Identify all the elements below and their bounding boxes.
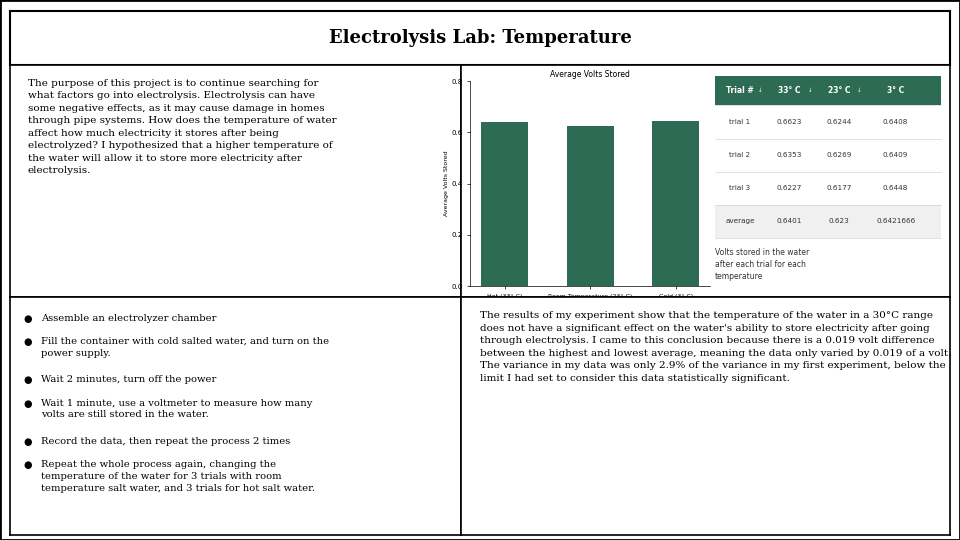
Text: Wait 2 minutes, turn off the power: Wait 2 minutes, turn off the power <box>41 375 217 384</box>
Text: 23° C: 23° C <box>828 86 851 95</box>
Bar <box>481 122 528 286</box>
Text: 0.6623: 0.6623 <box>777 119 803 125</box>
Text: Trial #: Trial # <box>726 86 754 95</box>
Text: ●: ● <box>23 337 32 347</box>
Text: ●: ● <box>23 375 32 386</box>
Y-axis label: Average Volts Stored: Average Volts Stored <box>444 151 448 217</box>
Text: ↓: ↓ <box>807 88 812 93</box>
Text: ●: ● <box>23 314 32 323</box>
Text: 0.6448: 0.6448 <box>883 185 908 191</box>
Text: Record the data, then repeat the process 2 times: Record the data, then repeat the process… <box>41 437 291 446</box>
Text: 0.623: 0.623 <box>828 218 850 224</box>
Text: 0.6244: 0.6244 <box>827 119 852 125</box>
Title: Average Volts Stored: Average Volts Stored <box>550 70 631 79</box>
Text: The purpose of this project is to continue searching for
what factors go into el: The purpose of this project is to contin… <box>28 79 336 176</box>
Text: Assemble an electrolyzer chamber: Assemble an electrolyzer chamber <box>41 314 217 322</box>
Text: 0.6401: 0.6401 <box>777 218 803 224</box>
Text: Repeat the whole process again, changing the
temperature of the water for 3 tria: Repeat the whole process again, changing… <box>41 460 315 493</box>
Text: trial 1: trial 1 <box>730 119 751 125</box>
Text: 0.6409: 0.6409 <box>883 152 908 158</box>
Text: average: average <box>725 218 755 224</box>
Text: Wait 1 minute, use a voltmeter to measure how many
volts are still stored in the: Wait 1 minute, use a voltmeter to measur… <box>41 399 313 420</box>
Text: ●: ● <box>23 460 32 470</box>
Text: Fill the container with cold salted water, and turn on the
power supply.: Fill the container with cold salted wate… <box>41 337 329 357</box>
Text: 0.6269: 0.6269 <box>827 152 852 158</box>
Text: Volts stored in the water
after each trial for each
temperature: Volts stored in the water after each tri… <box>715 248 809 281</box>
Text: 33° C: 33° C <box>779 86 801 95</box>
Bar <box>715 205 941 238</box>
Text: ↓: ↓ <box>857 88 862 93</box>
Text: ●: ● <box>23 437 32 447</box>
Bar <box>715 76 941 105</box>
Text: Electrolysis Lab: Temperature: Electrolysis Lab: Temperature <box>328 29 632 47</box>
Bar <box>653 122 700 286</box>
Text: 0.6421666: 0.6421666 <box>876 218 915 224</box>
Text: trial 2: trial 2 <box>730 152 751 158</box>
Text: The results of my experiment show that the temperature of the water in a 30°C ra: The results of my experiment show that t… <box>480 311 951 383</box>
Text: trial 3: trial 3 <box>730 185 751 191</box>
Text: 0.6177: 0.6177 <box>827 185 852 191</box>
Text: ↓: ↓ <box>758 88 762 93</box>
Text: ●: ● <box>23 399 32 409</box>
Text: 3° C: 3° C <box>887 86 904 95</box>
Text: 0.6408: 0.6408 <box>883 119 908 125</box>
Text: 0.6353: 0.6353 <box>777 152 803 158</box>
Bar <box>566 126 614 286</box>
Text: 0.6227: 0.6227 <box>777 185 803 191</box>
